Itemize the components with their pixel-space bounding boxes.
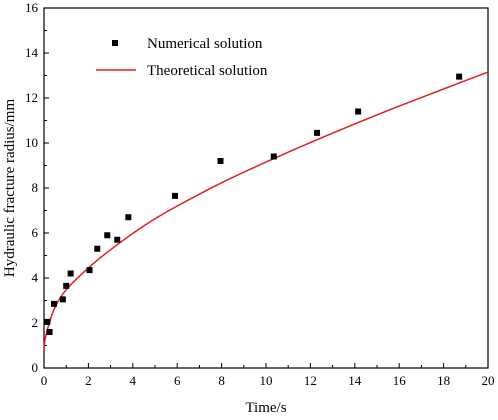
x-tick-label: 4 xyxy=(130,373,137,388)
x-axis-title: Time/s xyxy=(245,400,286,416)
y-axis-title: Hydraulic fracture radius/mm xyxy=(2,99,18,278)
axis-ticks xyxy=(43,7,489,369)
numerical-solution-point xyxy=(125,214,132,221)
numerical-solution-point xyxy=(456,73,463,80)
numerical-solution-point xyxy=(217,158,224,164)
y-tick-label: 4 xyxy=(32,270,39,285)
numerical-solution-point xyxy=(355,108,362,115)
numerical-solution-point xyxy=(63,282,70,289)
x-tick-label: 14 xyxy=(348,373,362,388)
y-tick-label: 14 xyxy=(25,45,39,60)
legend-marker-numerical xyxy=(112,40,118,46)
numerical-solution-point xyxy=(46,329,53,335)
numerical-solution-point xyxy=(114,236,121,243)
numerical-solution-point xyxy=(171,192,178,199)
y-tick-label: 10 xyxy=(25,135,38,150)
numerical-solution-point xyxy=(44,318,51,325)
legend-label-theoretical: Theoretical solution xyxy=(147,63,268,79)
theoretical-solution-line xyxy=(43,71,489,351)
numerical-solution-point xyxy=(94,245,101,252)
plot-frame xyxy=(43,7,489,369)
axis-tick-labels: 0 2 4 6 8 10 12 14 16 18 20 0 2 4 6 8 10 12 14 16 xyxy=(25,0,495,388)
numerical-solution-point xyxy=(270,153,277,160)
x-tick-label: 10 xyxy=(260,373,273,388)
legend-label-numerical: Numerical solution xyxy=(147,36,263,52)
x-tick-label: 12 xyxy=(304,373,317,388)
y-tick-label: 16 xyxy=(25,0,39,15)
y-tick-label: 12 xyxy=(25,90,38,105)
x-tick-label: 6 xyxy=(174,373,181,388)
x-tick-label: 8 xyxy=(218,373,225,388)
y-tick-label: 2 xyxy=(32,315,39,330)
x-tick-label: 16 xyxy=(393,373,407,388)
numerical-solution-point xyxy=(104,232,111,239)
numerical-solution-point xyxy=(59,296,66,303)
x-tick-label: 18 xyxy=(437,373,450,388)
numerical-solution-point xyxy=(67,270,74,277)
numerical-solution-point xyxy=(314,129,321,136)
numerical-solution-markers xyxy=(44,73,463,335)
y-tick-label: 0 xyxy=(32,360,39,375)
y-tick-label: 8 xyxy=(32,180,39,195)
numerical-solution-point xyxy=(86,267,93,274)
x-tick-label: 0 xyxy=(41,373,48,388)
x-tick-label: 2 xyxy=(85,373,92,388)
y-tick-label: 6 xyxy=(32,225,39,240)
legend: Numerical solution Theoretical solution xyxy=(96,36,268,79)
x-tick-label: 20 xyxy=(482,373,495,388)
numerical-solution-point xyxy=(50,300,57,307)
